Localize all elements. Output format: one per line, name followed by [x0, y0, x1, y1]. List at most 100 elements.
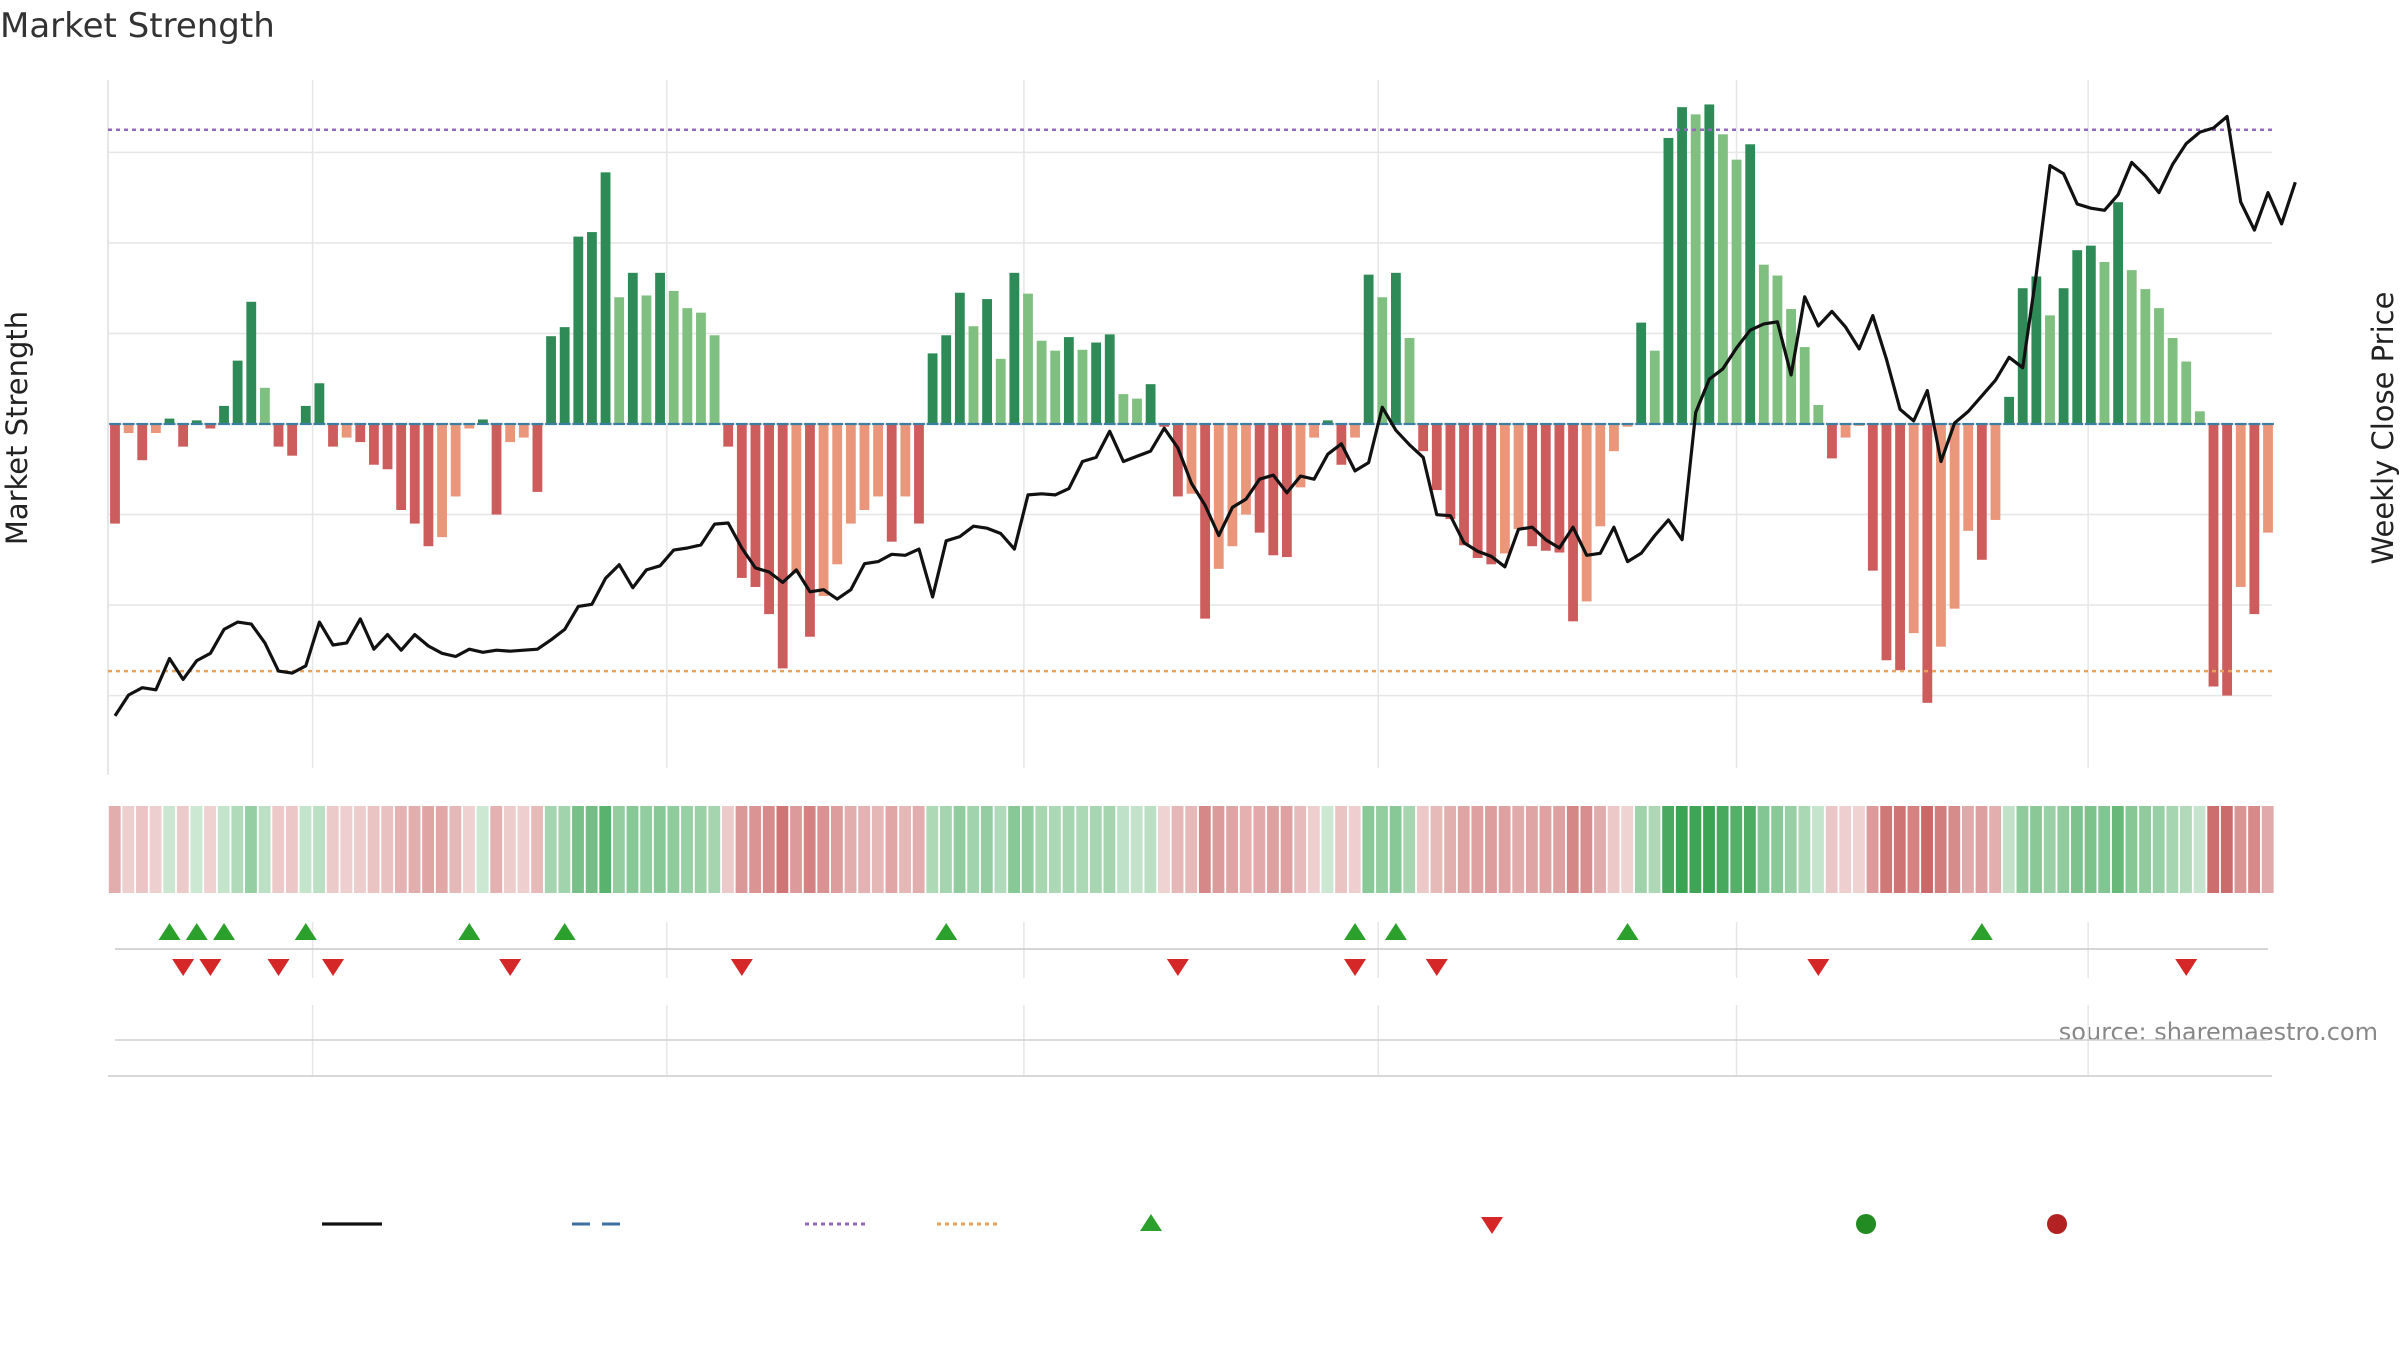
- strength-bar-129: [1867, 424, 1878, 571]
- heat-cell-157: [2248, 806, 2260, 893]
- flip-down-marker-6: [1166, 959, 1189, 976]
- strength-bar-46: [736, 424, 747, 578]
- strength-bar-68: [1036, 340, 1047, 424]
- strength-bar-22: [409, 424, 420, 524]
- flip-up-marker-3: [294, 923, 317, 940]
- heat-cell-0: [108, 806, 121, 893]
- flip-down-marker-7: [1344, 959, 1367, 976]
- strength-bar-95: [1404, 338, 1415, 424]
- heat-cell-62: [953, 806, 966, 893]
- heat-cell-7: [204, 806, 216, 893]
- strength-bar-122: [1772, 275, 1783, 424]
- heat-cell-116: [1689, 806, 1702, 893]
- strength-bar-145: [2085, 245, 2096, 424]
- heat-cell-14: [299, 806, 312, 893]
- chart-title: Market Strength: [0, 6, 275, 46]
- strength-bar-74: [1118, 394, 1129, 424]
- strength-bar-34: [573, 236, 584, 424]
- heat-cell-126: [1825, 806, 1838, 893]
- strength-bar-77: [1159, 424, 1170, 427]
- legend-positive-swatch: [1856, 1214, 1876, 1234]
- heat-cell-59: [912, 806, 925, 893]
- strength-bar-152: [2181, 361, 2192, 424]
- heat-cell-65: [994, 806, 1007, 893]
- flip-up-marker-9: [1616, 923, 1639, 940]
- heat-cell-152: [2180, 806, 2192, 893]
- strength-bar-70: [1063, 337, 1074, 424]
- strength-bar-28: [491, 424, 502, 515]
- strength-bar-4: [164, 418, 175, 424]
- strength-bar-133: [1922, 424, 1933, 703]
- strength-bar-58: [900, 424, 911, 497]
- strength-bar-127: [1840, 424, 1851, 438]
- strength-bar-139: [2004, 396, 2015, 424]
- heat-cell-43: [694, 806, 707, 893]
- heat-cell-139: [2002, 806, 2015, 893]
- strength-bar-141: [2031, 276, 2042, 424]
- heat-cell-91: [1348, 806, 1361, 893]
- heat-cell-3: [149, 806, 162, 893]
- strength-bar-150: [2154, 308, 2164, 424]
- strength-bar-39: [641, 295, 652, 424]
- strength-bar-11: [259, 387, 270, 424]
- heat-cell-77: [1158, 806, 1170, 893]
- heat-cell-118: [1716, 806, 1729, 893]
- strength-bar-51: [805, 424, 815, 637]
- heat-cell-110: [1607, 806, 1620, 893]
- strength-bar-117: [1704, 104, 1715, 424]
- strength-bar-32: [546, 336, 556, 424]
- heat-cell-120: [1743, 806, 1756, 893]
- strength-bar-66: [1009, 272, 1020, 424]
- heat-cell-73: [1103, 806, 1116, 893]
- strength-bar-61: [941, 335, 952, 424]
- heat-cell-125: [1812, 806, 1824, 893]
- strength-bar-31: [532, 424, 543, 492]
- heat-cell-25: [449, 806, 462, 893]
- heat-cell-48: [762, 806, 775, 893]
- strength-bar-47: [750, 424, 761, 587]
- weekly-close-layer: [113, 114, 2297, 717]
- heat-cell-4: [163, 806, 176, 893]
- heat-cell-93: [1376, 806, 1388, 893]
- strength-bar-87: [1295, 424, 1306, 488]
- strength-bar-151: [2167, 338, 2178, 424]
- strength-bar-138: [1990, 424, 2001, 520]
- strength-bar-89: [1322, 420, 1333, 424]
- heat-cell-109: [1594, 806, 1606, 893]
- heat-cell-64: [980, 806, 993, 893]
- heat-cell-57: [885, 806, 898, 893]
- strength-bar-148: [2126, 270, 2137, 424]
- strength-bar-94: [1390, 272, 1401, 424]
- strength-bar-38: [627, 272, 638, 424]
- heat-cell-24: [435, 806, 448, 893]
- heat-cell-6: [190, 806, 203, 893]
- heat-cell-9: [231, 806, 244, 893]
- grid-layer: [107, 80, 2272, 1077]
- heat-cell-97: [1430, 806, 1443, 893]
- flip-up-marker-2: [213, 923, 236, 940]
- heat-cell-58: [899, 806, 911, 893]
- strength-bar-60: [927, 353, 938, 424]
- heat-cell-149: [2139, 806, 2151, 893]
- heat-cell-78: [1171, 806, 1184, 893]
- heat-cell-87: [1294, 806, 1307, 893]
- heat-cell-135: [1948, 806, 1961, 893]
- flip-down-marker-4: [499, 959, 522, 976]
- heat-cell-111: [1621, 806, 1634, 893]
- strength-bar-30: [518, 424, 529, 438]
- reference-lines: [108, 128, 2272, 673]
- strength-bar-72: [1091, 342, 1102, 424]
- heat-cell-145: [2084, 806, 2097, 893]
- heat-cell-141: [2030, 806, 2042, 893]
- y2-axis-label: Weekly Close Price: [2366, 292, 2400, 565]
- heat-cell-138: [1989, 806, 2002, 893]
- strength-bar-121: [1758, 264, 1769, 424]
- heat-cell-47: [749, 806, 762, 893]
- heat-cell-104: [1525, 806, 1538, 893]
- heat-cell-26: [463, 806, 475, 893]
- heat-cell-129: [1866, 806, 1879, 893]
- strength-bar-120: [1745, 144, 1756, 424]
- strength-bar-125: [1813, 404, 1824, 424]
- heat-cell-143: [2057, 806, 2070, 893]
